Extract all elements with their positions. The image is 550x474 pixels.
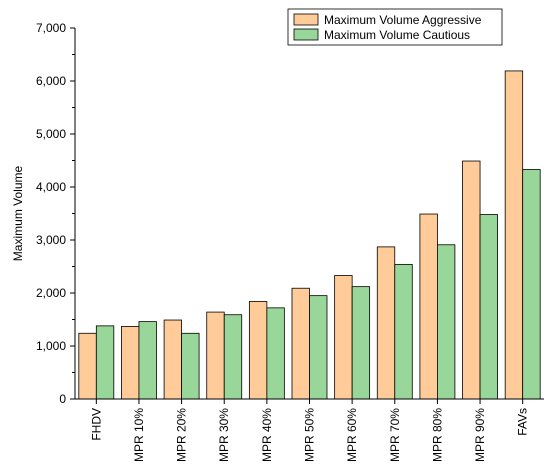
x-tick-label-3: MPR 30% — [217, 408, 231, 462]
x-tick-label-8: MPR 80% — [430, 408, 444, 462]
y-tick-label-1: 1,000 — [36, 339, 66, 353]
y-tick-label-3: 3,000 — [36, 233, 66, 247]
x-tick-label-4: MPR 40% — [260, 408, 274, 462]
bar-aggressive-2 — [163, 319, 182, 400]
bar-cautious-5 — [309, 295, 328, 400]
legend-swatch-1 — [293, 28, 319, 41]
bar-aggressive-1 — [121, 325, 140, 400]
bar-cautious-2 — [181, 332, 200, 400]
bar-aggressive-6 — [334, 275, 353, 400]
bar-aggressive-4 — [248, 301, 268, 400]
x-tick-label-5: MPR 50% — [303, 408, 317, 462]
legend-label-0: Maximum Volume Aggressive — [324, 13, 482, 27]
bar-cautious-4 — [266, 307, 285, 400]
y-tick-label-7: 7,000 — [36, 21, 66, 35]
bar-aggressive-7 — [376, 246, 396, 400]
y-tick-label-6: 6,000 — [36, 74, 66, 88]
x-tick-label-6: MPR 60% — [345, 408, 359, 462]
x-tick-label-10: FAVs — [516, 408, 530, 436]
legend-label-1: Maximum Volume Cautious — [324, 28, 470, 42]
bar-cautious-3 — [223, 314, 243, 400]
bar-aggressive-9 — [462, 160, 481, 400]
bar-aggressive-8 — [419, 213, 438, 400]
bar-aggressive-5 — [291, 287, 310, 400]
legend-box — [287, 8, 503, 46]
bar-aggressive-10 — [504, 70, 524, 400]
legend-swatch-0 — [293, 13, 319, 26]
x-tick-label-9: MPR 90% — [473, 408, 487, 462]
y-tick-label-0: 0 — [59, 392, 66, 406]
x-tick-label-7: MPR 70% — [388, 408, 402, 462]
y-tick-label-5: 5,000 — [36, 127, 66, 141]
y-tick-label-2: 2,000 — [36, 286, 66, 300]
bar-cautious-0 — [95, 325, 115, 400]
bars-layer — [78, 70, 541, 400]
bar-cautious-7 — [394, 263, 413, 400]
y-tick-label-4: 4,000 — [36, 180, 66, 194]
bar-cautious-10 — [522, 169, 541, 400]
axes-layer — [70, 27, 544, 404]
x-tick-label-2: MPR 20% — [175, 408, 189, 462]
bar-cautious-8 — [437, 244, 456, 400]
labels-layer: 0 1,000 2,000 3,000 4,000 5,000 6,000 7,000 FHDV… — [11, 21, 530, 462]
x-tick-label-0: FHDV — [89, 408, 103, 441]
bar-aggressive-3 — [206, 311, 225, 400]
bar-aggressive-0 — [78, 332, 97, 400]
bar-cautious-9 — [479, 214, 498, 400]
bar-cautious-6 — [351, 286, 371, 400]
y-axis-title: Maximum Volume — [11, 166, 25, 262]
x-tick-label-1: MPR 10% — [132, 408, 146, 462]
bar-cautious-1 — [138, 321, 157, 400]
